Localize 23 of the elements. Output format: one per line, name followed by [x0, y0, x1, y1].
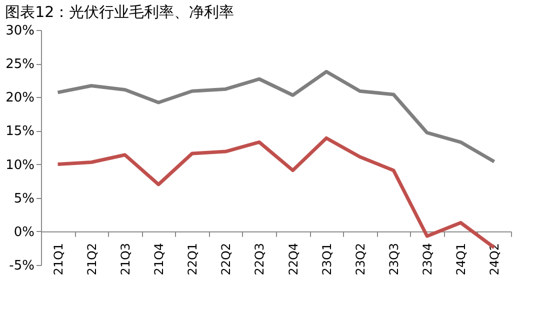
- x-tick-label: 22Q3: [252, 242, 267, 276]
- x-tick-label: 23Q1: [320, 242, 334, 276]
- x-tick-label: 22Q4: [286, 242, 300, 276]
- x-tick-label: 21Q4: [152, 242, 166, 276]
- x-tick-label: 24Q1: [454, 242, 468, 276]
- x-tick-label: 23Q4: [420, 242, 435, 276]
- x-tick-label: 23Q2: [353, 242, 368, 276]
- x-tick-label: 21Q3: [118, 242, 132, 276]
- chart-title: 图表12：光伏行业毛利率、净利率: [5, 3, 234, 21]
- y-tick-label: 30%: [6, 24, 34, 38]
- x-tick-label: 21Q2: [84, 242, 99, 276]
- x-tick-label: 22Q1: [186, 242, 200, 276]
- y-tick-label: 0%: [14, 224, 34, 240]
- y-tick-label: 10%: [6, 158, 34, 173]
- line-series: [56, 70, 496, 164]
- x-tick-label: 22Q2: [219, 242, 234, 276]
- x-tick-label: 23Q3: [387, 242, 401, 276]
- y-tick-label: 25%: [6, 57, 34, 72]
- y-tick-label: 5%: [14, 191, 34, 206]
- x-tick-label: 21Q1: [51, 242, 66, 276]
- y-tick-label: -5%: [9, 258, 34, 274]
- y-tick-label: 20%: [6, 90, 34, 106]
- y-tick-label: 15%: [6, 124, 34, 140]
